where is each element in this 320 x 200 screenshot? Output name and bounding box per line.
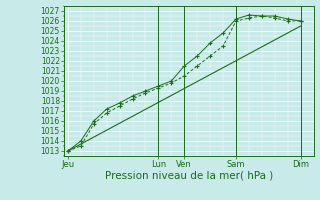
X-axis label: Pression niveau de la mer( hPa ): Pression niveau de la mer( hPa ) — [105, 171, 273, 181]
